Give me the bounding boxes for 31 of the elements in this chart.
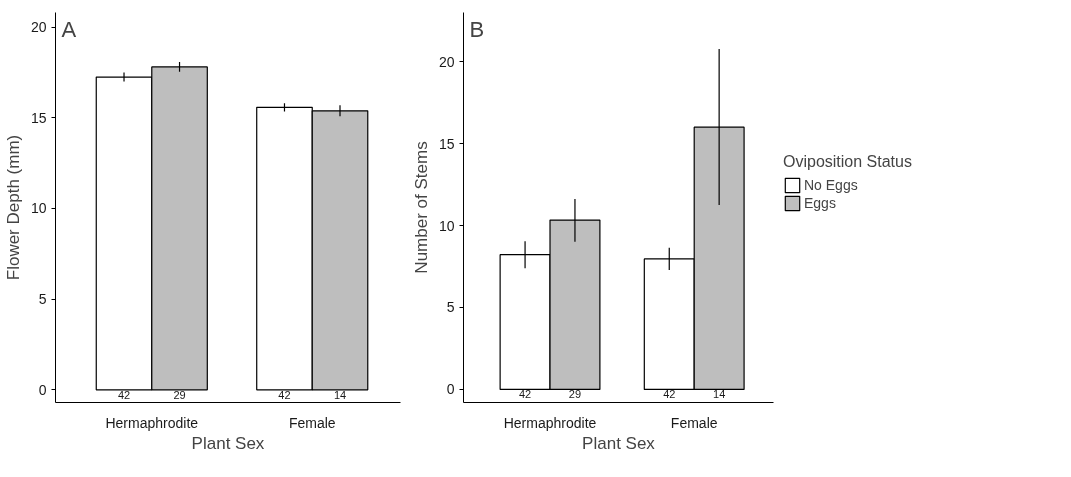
- legend-label: No Eggs: [804, 177, 858, 193]
- x-tick-label: Female: [288, 414, 336, 431]
- annotation: 42: [117, 388, 131, 401]
- legend-label: Eggs: [804, 195, 836, 211]
- annotation: 14: [333, 388, 347, 401]
- annotation: 29: [173, 388, 186, 401]
- x-axis-title: Plant Sex: [191, 433, 265, 453]
- annotation: 14: [713, 388, 726, 401]
- x-tick-label: Female: [670, 414, 718, 431]
- y-axis-title: Number of Stems: [411, 141, 431, 274]
- y-tick-label: 5: [38, 291, 47, 308]
- chart-title: A: [61, 16, 77, 42]
- annotation: 29: [568, 388, 582, 401]
- y-tick-label: 10: [30, 200, 47, 217]
- y-tick-label: 15: [30, 109, 47, 126]
- y-tick-label: 10: [438, 217, 455, 234]
- y-tick-label: 0: [446, 381, 455, 398]
- y-axis-title: Flower Depth (mm): [3, 134, 23, 281]
- legend-title: Oviposition Status: [783, 153, 912, 171]
- y-tick-label: 20: [30, 19, 47, 36]
- x-tick-label: Hermaphrodite: [503, 414, 597, 431]
- annotation: 42: [518, 388, 532, 401]
- annotation: 42: [663, 388, 676, 401]
- chart-title: B: [469, 16, 485, 42]
- x-axis-title: Plant Sex: [582, 433, 656, 453]
- y-tick-label: 5: [446, 299, 455, 316]
- y-tick-label: 0: [38, 381, 47, 398]
- x-tick-label: Hermaphrodite: [105, 414, 199, 431]
- annotation: 42: [278, 388, 291, 401]
- y-tick-label: 15: [438, 135, 455, 152]
- y-tick-label: 20: [438, 53, 455, 70]
